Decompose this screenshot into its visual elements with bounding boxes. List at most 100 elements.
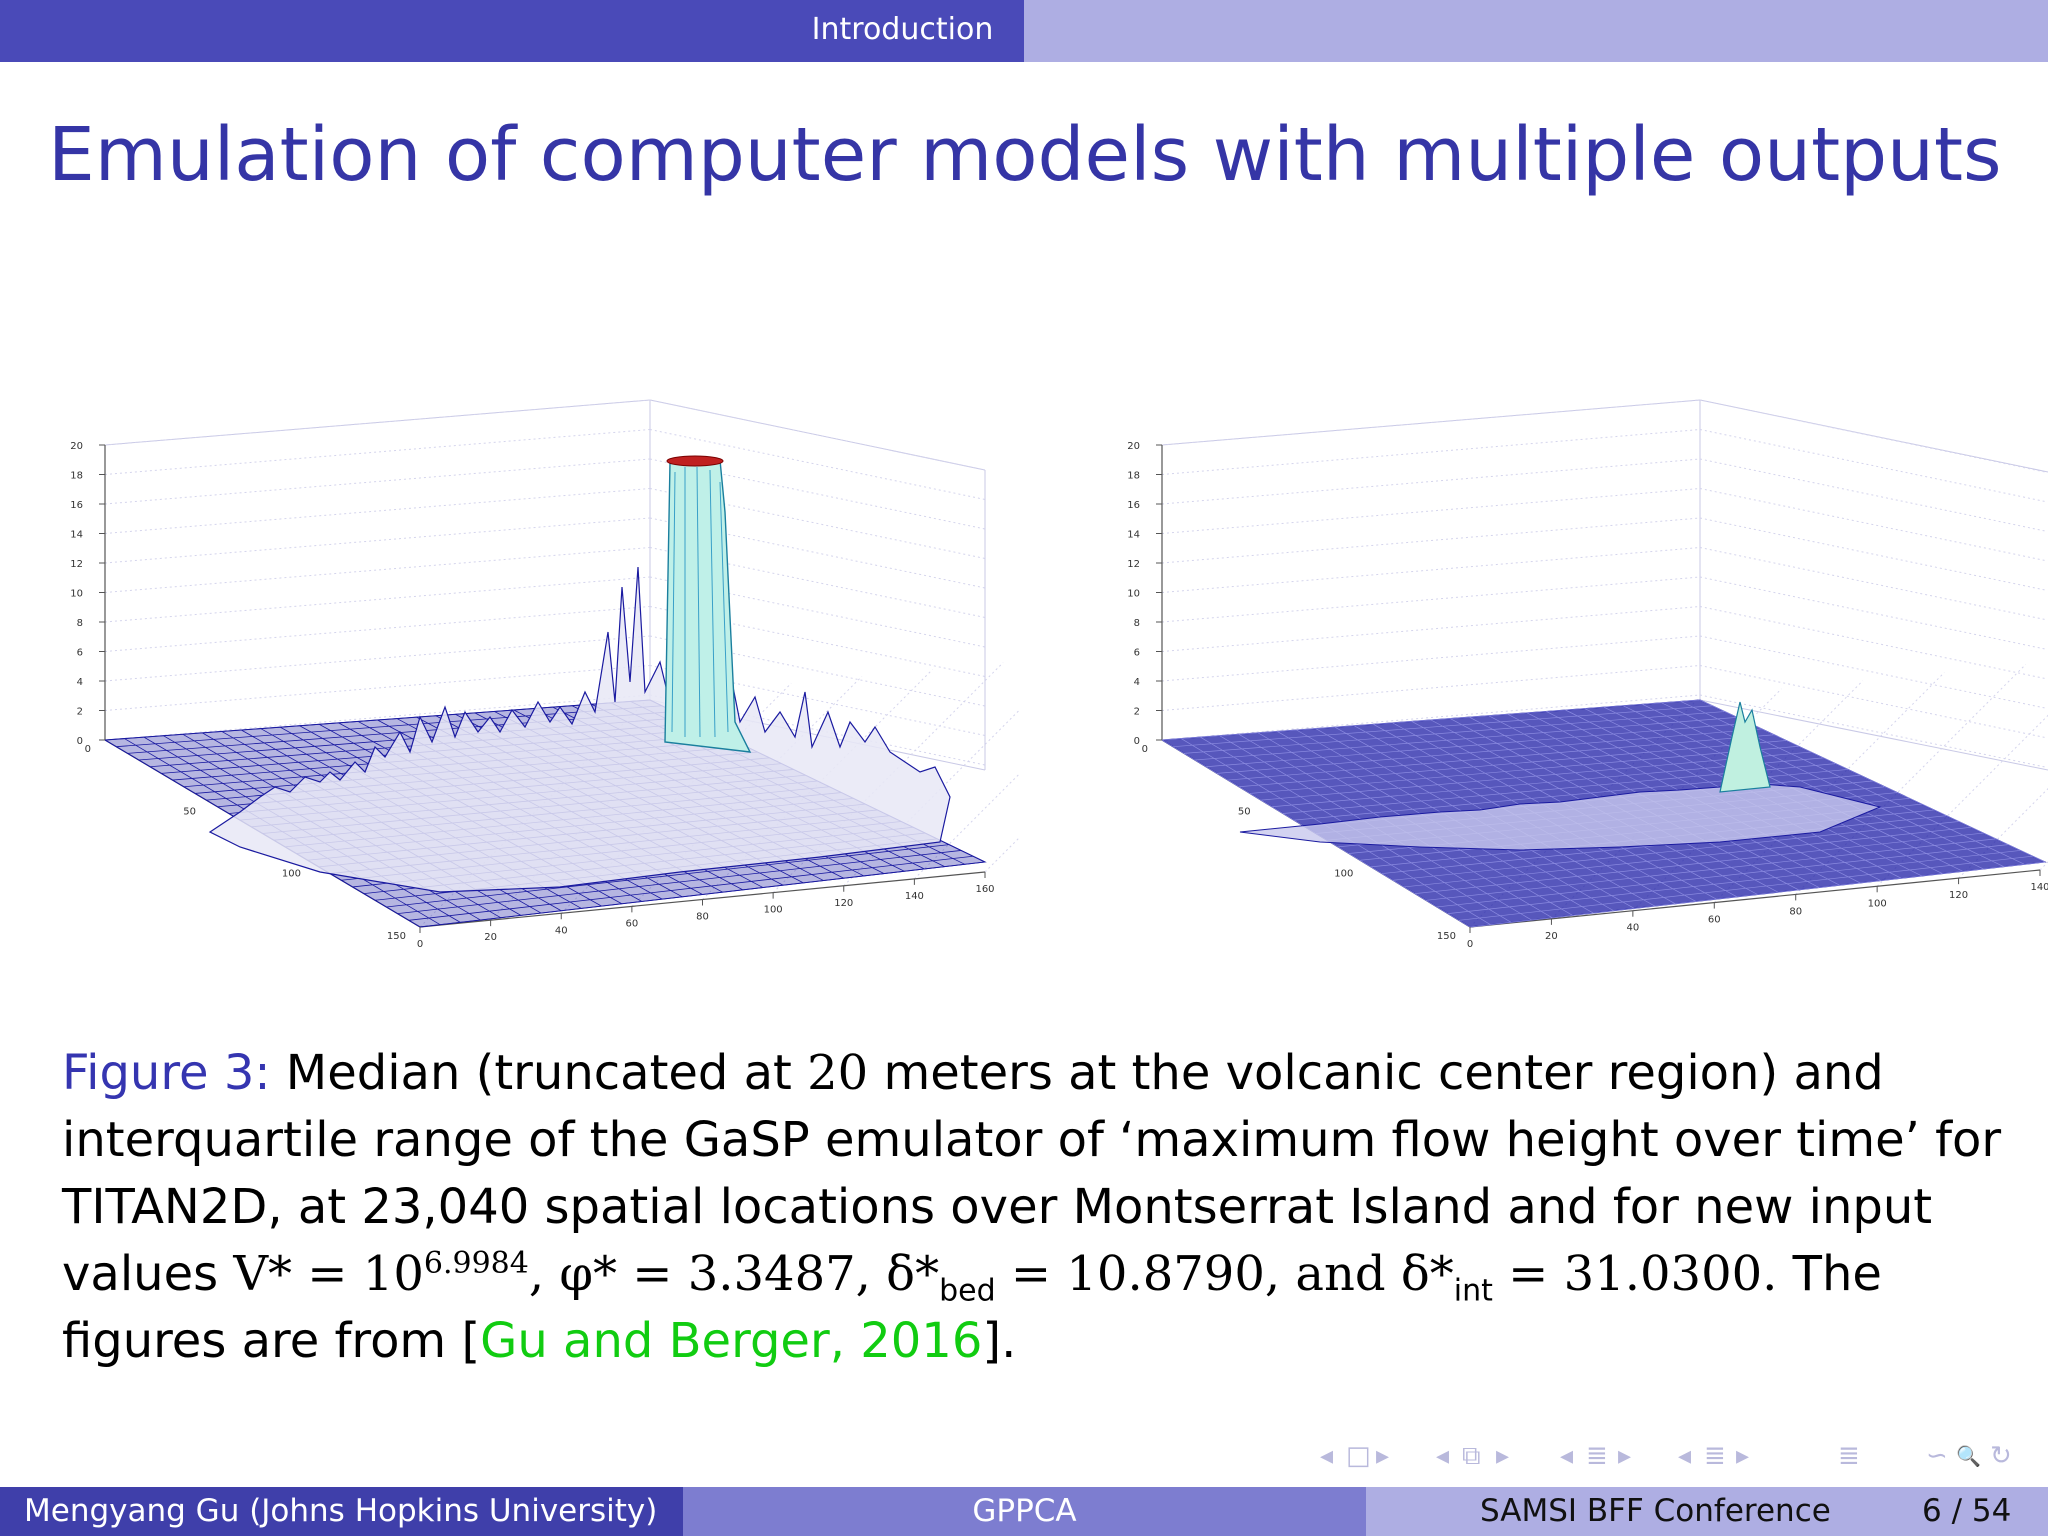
part-prev-icon[interactable]: ◂ [1678,1441,1692,1471]
header-bar: Introduction [0,0,2048,62]
iqr-peak [1719,701,1771,793]
part-icon[interactable]: ≣ [1704,1441,1726,1471]
x-tick-label: 60 [1708,915,1721,926]
footer-author: Mengyang Gu (Johns Hopkins University) [24,1493,658,1529]
math-bed-subscript: bed [939,1273,996,1309]
footer-event-band: SAMSI BFF Conference 6 / 54 [1366,1487,2048,1536]
x-tick-label: 20 [484,932,497,943]
x-tick-label: 140 [2030,882,2048,893]
footer-bar: Mengyang Gu (Johns Hopkins University) G… [0,1487,2048,1536]
z-tick-label: 16 [1127,500,1140,511]
y-tick-label: 150 [387,931,406,942]
y-tick-label: 100 [282,869,301,880]
x-tick-label: 100 [1868,898,1887,909]
frame-prev-icon[interactable]: ◂ [1320,1441,1334,1471]
z-tick-label: 12 [1127,559,1140,570]
x-tick-label: 20 [1545,931,1558,942]
z-tick-label: 0 [1134,736,1140,747]
figure-caption: Figure 3: Median (truncated at 20 meters… [62,1040,2002,1375]
section-prev-icon[interactable]: ◂ [1560,1441,1574,1471]
frame-next-icon[interactable]: ▸ [1376,1441,1390,1471]
peak-stripes [671,466,729,738]
caption-text: Median (truncated at [270,1045,808,1101]
x-tick-label: 40 [555,925,568,936]
subsection-icon[interactable]: ⧉ [1462,1441,1481,1471]
x-tick-label: 40 [1626,923,1639,934]
zoom-icon[interactable]: 🔍 [1956,1444,1981,1468]
median-surface-plot: 0 2 4 6 8 10 12 14 16 18 20 0 50 100 150 0 20 40 60 80 100… [70,399,1020,950]
caption-text: The figures are from [ [62,1246,1882,1369]
part-next-icon[interactable]: ▸ [1736,1441,1750,1471]
footer-event: SAMSI BFF Conference [1480,1493,1831,1529]
peak-cap [666,455,724,467]
header-right-band [1024,0,2048,62]
toc-icon[interactable]: ≣ [1838,1441,1860,1471]
math-delta-int: δ* [1400,1246,1454,1302]
z-tick-label: 20 [70,441,83,452]
x-tick-label: 160 [975,884,994,895]
y-tick-label: 50 [1238,806,1251,817]
slide-title: Emulation of computer models with multip… [48,112,2002,198]
z-tick-label: 16 [70,500,83,511]
math-int-subscript: int [1453,1273,1493,1309]
footer-short-title: GPPCA [972,1493,1077,1529]
caption-text: meters at the volcanic center region) an… [62,1045,2002,1302]
math-bed-value: = 10.8790, and [995,1246,1401,1302]
footer-title-band: GPPCA [683,1487,1366,1536]
math-v: V* = 10 [233,1246,424,1302]
y-tick-label: 0 [85,744,91,755]
math-v-exponent: 6.9984 [423,1246,529,1281]
section-link-introduction[interactable]: Introduction [811,12,994,47]
z-tick-label: 2 [77,707,83,718]
z-tick-label: 4 [77,677,83,688]
search-icon[interactable]: ∽ [1926,1441,1948,1471]
y-tick-label: 50 [183,806,196,817]
figure-label: Figure 3: [62,1045,271,1101]
x-tick-label: 80 [1789,906,1802,917]
x-tick-label: 80 [696,912,709,923]
subsection-next-icon[interactable]: ▸ [1496,1441,1510,1471]
z-tick-label: 6 [77,648,83,659]
z-tick-label: 14 [70,530,83,541]
caption-text: ]. [982,1313,1017,1369]
y-tick-label: 0 [1142,744,1148,755]
x-tick-label: 60 [626,918,639,929]
median-spikes [208,566,951,893]
undo-icon[interactable]: ↻ [1990,1441,2012,1471]
z-tick-label: 20 [1127,441,1140,452]
z-tick-label: 10 [70,589,83,600]
z-tick-label: 12 [70,559,83,570]
x-tick-label: 0 [1467,939,1473,950]
z-tick-label: 8 [77,618,83,629]
header-left-band [0,0,1024,62]
z-tick-label: 2 [1134,707,1140,718]
math-phi: , φ* = 3.3487, [528,1246,887,1302]
z-tick-label: 10 [1127,589,1140,600]
frame-icon[interactable]: □ [1346,1441,1371,1471]
x-tick-label: 140 [905,891,924,902]
y-tick-label: 100 [1334,869,1353,880]
math-20: 20 [807,1045,869,1101]
math-delta-bed: δ* [886,1246,940,1302]
navigation-symbols: ◂ □ ▸ ◂ ⧉ ▸ ◂ ≣ ▸ ◂ ≣ ▸ ≣ ∽ 🔍 ↻ [1310,1436,2040,1480]
z-tick-label: 4 [1134,677,1140,688]
iqr-surface-plot: 0 2 4 6 8 10 12 14 16 18 20 0 50 100 150 0 20 40 60 80 100… [1127,399,2048,950]
z-tick-label: 0 [77,736,83,747]
footer-author-band: Mengyang Gu (Johns Hopkins University) [0,1487,683,1536]
math-int-value: = 31.0300. [1492,1246,1793,1302]
footer-page-number: 6 / 54 [1922,1493,2012,1529]
subsection-prev-icon[interactable]: ◂ [1436,1441,1450,1471]
z-tick-label: 18 [1127,471,1140,482]
x-tick-label: 0 [417,939,423,950]
z-tick-label: 6 [1134,648,1140,659]
z-tick-label: 18 [70,471,83,482]
z-tick-label: 14 [1127,530,1140,541]
section-next-icon[interactable]: ▸ [1618,1441,1632,1471]
z-tick-label: 8 [1134,618,1140,629]
citation-link[interactable]: Gu and Berger, 2016 [480,1313,983,1369]
y-tick-label: 150 [1437,931,1456,942]
x-tick-label: 120 [834,898,853,909]
section-icon[interactable]: ≣ [1586,1441,1608,1471]
x-tick-label: 120 [1949,890,1968,901]
x-tick-label: 100 [764,905,783,916]
